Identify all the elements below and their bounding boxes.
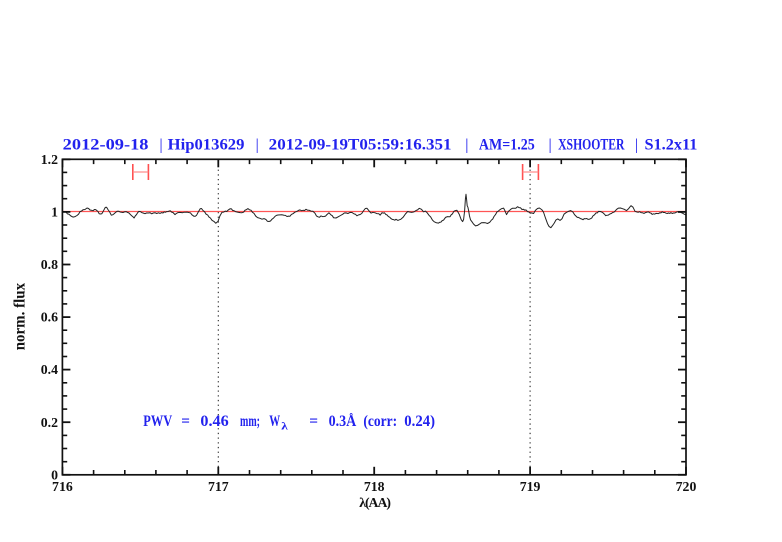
svg-text:λ: λ bbox=[281, 420, 288, 432]
svg-text:mm;: mm; bbox=[240, 413, 260, 430]
svg-text:0: 0 bbox=[51, 467, 58, 482]
svg-text:0.8: 0.8 bbox=[41, 257, 58, 272]
svg-text:|: | bbox=[160, 136, 163, 153]
svg-text:0.4: 0.4 bbox=[41, 362, 58, 377]
svg-text:=: = bbox=[309, 413, 318, 430]
svg-text:|: | bbox=[466, 136, 469, 153]
svg-text:717: 717 bbox=[208, 479, 229, 494]
svg-text:0.46: 0.46 bbox=[200, 413, 229, 430]
svg-text:718: 718 bbox=[364, 479, 385, 494]
svg-text:|: | bbox=[549, 136, 552, 153]
svg-text:1: 1 bbox=[51, 205, 58, 220]
svg-text:PWV: PWV bbox=[143, 413, 173, 430]
svg-text:W: W bbox=[269, 413, 280, 430]
svg-text:0.24): 0.24) bbox=[404, 413, 435, 430]
svg-text:716: 716 bbox=[52, 479, 73, 494]
svg-text:|: | bbox=[635, 136, 638, 153]
svg-text:2012-09-19T05:59:16.351: 2012-09-19T05:59:16.351 bbox=[269, 136, 452, 153]
svg-text:0.6: 0.6 bbox=[41, 310, 58, 325]
svg-text:λ(AA): λ(AA) bbox=[359, 495, 391, 511]
svg-text:2012-09-18: 2012-09-18 bbox=[63, 136, 149, 153]
svg-text:(corr:: (corr: bbox=[363, 413, 397, 430]
svg-text:norm. flux: norm. flux bbox=[11, 283, 28, 351]
svg-text:1.2: 1.2 bbox=[41, 152, 58, 167]
svg-text:719: 719 bbox=[520, 479, 541, 494]
svg-text:S1.2x11: S1.2x11 bbox=[645, 136, 698, 153]
svg-text:|: | bbox=[256, 136, 259, 153]
svg-text:AM=1.25: AM=1.25 bbox=[479, 136, 535, 153]
svg-text:XSHOOTER: XSHOOTER bbox=[558, 136, 625, 153]
svg-text:Hip013629: Hip013629 bbox=[168, 136, 245, 153]
svg-text:720: 720 bbox=[676, 479, 697, 494]
svg-text:=: = bbox=[181, 413, 190, 430]
svg-text:0.2: 0.2 bbox=[41, 415, 58, 430]
svg-text:0.3Å: 0.3Å bbox=[329, 413, 357, 430]
